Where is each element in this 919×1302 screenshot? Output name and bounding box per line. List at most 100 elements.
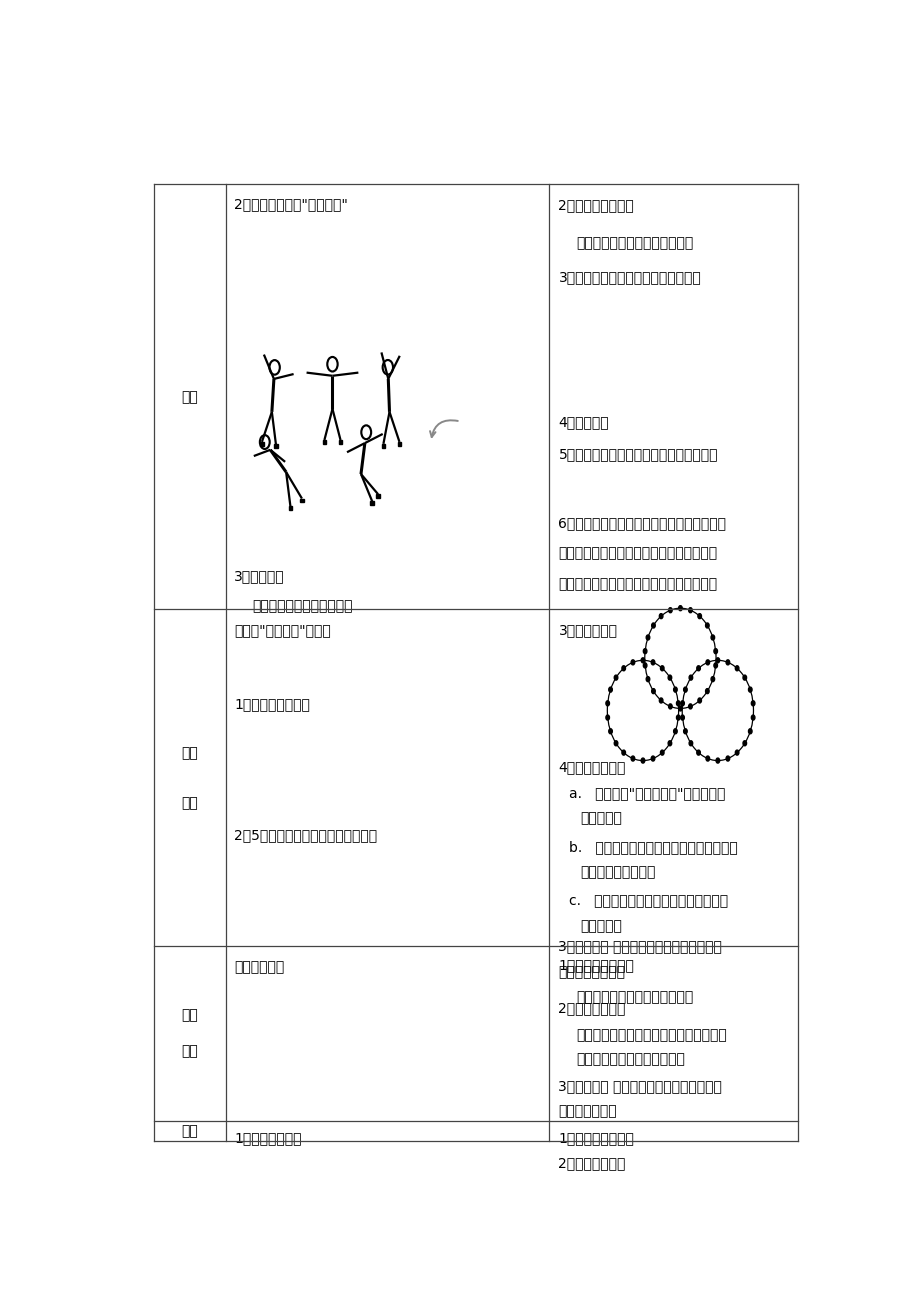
Circle shape bbox=[660, 750, 664, 755]
Circle shape bbox=[675, 715, 679, 720]
Circle shape bbox=[614, 741, 618, 746]
Circle shape bbox=[725, 756, 729, 762]
Circle shape bbox=[688, 608, 691, 613]
Circle shape bbox=[645, 677, 649, 682]
Bar bbox=[323, 440, 326, 444]
Circle shape bbox=[621, 665, 625, 671]
Text: 发展: 发展 bbox=[181, 796, 198, 810]
Circle shape bbox=[642, 648, 646, 654]
Text: 两人结合、三人结合、六人结合: 两人结合、三人结合、六人结合 bbox=[575, 991, 693, 1004]
Bar bbox=[289, 506, 292, 510]
Circle shape bbox=[660, 665, 664, 671]
Circle shape bbox=[675, 700, 679, 706]
Text: b.   教师讲要领、规则、示范，学生比赛、: b. 教师讲要领、规则、示范，学生比赛、 bbox=[569, 840, 737, 854]
Text: 3、预期目标 自主活动、形式多样、气氛活: 3、预期目标 自主活动、形式多样、气氛活 bbox=[558, 1079, 721, 1094]
Circle shape bbox=[659, 613, 663, 618]
Circle shape bbox=[621, 750, 625, 755]
Text: 6、预期目标：学生能模仿简单的舞蹈动作，: 6、预期目标：学生能模仿简单的舞蹈动作， bbox=[558, 516, 726, 530]
Text: 4、完整配乐: 4、完整配乐 bbox=[558, 415, 608, 428]
Text: c.   教师启发，学生动脑，大胆创新，看: c. 教师启发，学生动脑，大胆创新，看 bbox=[569, 894, 728, 907]
Circle shape bbox=[715, 758, 719, 763]
Text: 做示范；鼓励学生大胆创新。: 做示范；鼓励学生大胆创新。 bbox=[575, 1052, 685, 1066]
Text: a.   小游戏："看谁系得快"。把手绢绑: a. 小游戏："看谁系得快"。把手绢绑 bbox=[569, 786, 725, 799]
Circle shape bbox=[696, 750, 699, 755]
Circle shape bbox=[683, 729, 686, 734]
Bar bbox=[397, 441, 401, 445]
Circle shape bbox=[668, 608, 672, 613]
Circle shape bbox=[630, 756, 634, 762]
Circle shape bbox=[734, 665, 738, 671]
Text: 1、练习队形：散点: 1、练习队形：散点 bbox=[558, 958, 634, 973]
Circle shape bbox=[705, 689, 709, 694]
Circle shape bbox=[710, 677, 714, 682]
Circle shape bbox=[651, 689, 654, 694]
Circle shape bbox=[651, 660, 654, 665]
Text: 3、练习队形：: 3、练习队形： bbox=[558, 624, 617, 638]
Circle shape bbox=[614, 676, 618, 680]
Bar bbox=[376, 495, 380, 499]
Circle shape bbox=[734, 750, 738, 755]
Circle shape bbox=[606, 715, 608, 720]
Circle shape bbox=[751, 700, 754, 706]
Text: 2、教与学的方法: 2、教与学的方法 bbox=[558, 1156, 625, 1169]
Circle shape bbox=[651, 756, 654, 762]
Circle shape bbox=[608, 687, 612, 693]
Circle shape bbox=[705, 660, 709, 665]
Circle shape bbox=[713, 663, 717, 668]
Circle shape bbox=[748, 687, 751, 693]
Text: 2、教与学的方法: 2、教与学的方法 bbox=[558, 1001, 625, 1016]
Circle shape bbox=[678, 605, 682, 611]
Circle shape bbox=[630, 660, 634, 665]
Circle shape bbox=[678, 706, 682, 711]
Circle shape bbox=[743, 741, 745, 746]
Circle shape bbox=[608, 729, 612, 734]
Text: 挥学生的创造力。: 挥学生的创造力。 bbox=[558, 965, 625, 979]
Text: 并能与同学友好合作，充分发挥学生的表现: 并能与同学友好合作，充分发挥学生的表现 bbox=[558, 547, 717, 560]
Text: 教师启发，引导做游戏，并根据学生情况: 教师启发，引导做游戏，并根据学生情况 bbox=[575, 1029, 726, 1043]
Circle shape bbox=[748, 729, 751, 734]
Circle shape bbox=[725, 660, 729, 665]
Circle shape bbox=[667, 676, 671, 680]
Circle shape bbox=[606, 700, 608, 706]
Circle shape bbox=[705, 622, 709, 628]
Circle shape bbox=[688, 741, 692, 746]
Bar bbox=[370, 501, 373, 505]
Text: 3、配乐练习: 3、配乐练习 bbox=[233, 569, 284, 583]
Text: 1、圆圈接力摆花朵: 1、圆圈接力摆花朵 bbox=[233, 698, 310, 712]
Text: 成小圆球。: 成小圆球。 bbox=[579, 811, 621, 825]
Circle shape bbox=[696, 665, 699, 671]
Circle shape bbox=[713, 648, 717, 654]
Circle shape bbox=[651, 622, 654, 628]
Circle shape bbox=[688, 676, 692, 680]
Circle shape bbox=[673, 729, 676, 734]
Text: 四、: 四、 bbox=[181, 746, 198, 760]
Text: 五、: 五、 bbox=[181, 1009, 198, 1022]
Circle shape bbox=[698, 698, 700, 703]
Circle shape bbox=[668, 704, 672, 708]
Circle shape bbox=[641, 658, 644, 663]
Text: 游戏："花儿朵朵"摆造型: 游戏："花儿朵朵"摆造型 bbox=[233, 624, 331, 638]
Text: 2、学习集体舞："嗨哩嗨哩": 2、学习集体舞："嗨哩嗨哩" bbox=[233, 198, 347, 211]
Bar bbox=[300, 499, 303, 503]
Text: 3、分节范唱，分解示范，学生模仿。: 3、分节范唱，分解示范，学生模仿。 bbox=[558, 271, 700, 285]
Text: 六、: 六、 bbox=[181, 1124, 198, 1138]
Circle shape bbox=[645, 635, 649, 641]
Circle shape bbox=[710, 635, 714, 641]
Circle shape bbox=[715, 658, 719, 663]
Circle shape bbox=[659, 698, 663, 703]
Circle shape bbox=[743, 676, 745, 680]
Text: 力，身心得到满足。气氛活跃，心情愉快。: 力，身心得到满足。气氛活跃，心情愉快。 bbox=[558, 577, 717, 591]
Text: 跃、心情愉快。: 跃、心情愉快。 bbox=[558, 1104, 617, 1118]
Circle shape bbox=[698, 613, 700, 618]
Circle shape bbox=[680, 715, 684, 720]
Text: 2、教与学的方法：: 2、教与学的方法： bbox=[558, 198, 633, 212]
Text: 谁摆得像！: 谁摆得像！ bbox=[579, 919, 621, 934]
Text: 4、教与学的方法: 4、教与学的方法 bbox=[558, 760, 625, 773]
Circle shape bbox=[641, 758, 644, 763]
Circle shape bbox=[642, 663, 646, 668]
Circle shape bbox=[688, 704, 691, 708]
Text: 讲评，看谁摆得好！: 讲评，看谁摆得好！ bbox=[579, 865, 654, 879]
Bar bbox=[274, 444, 278, 448]
Text: 调整: 调整 bbox=[181, 1044, 198, 1059]
Bar bbox=[381, 444, 385, 448]
